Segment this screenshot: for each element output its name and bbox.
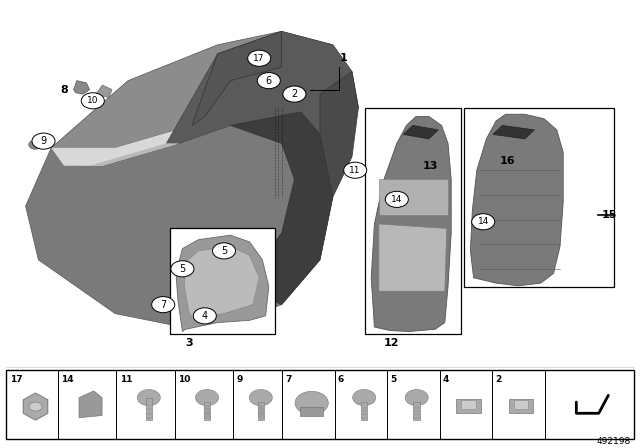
Text: 5: 5: [179, 264, 186, 274]
Text: 7: 7: [160, 300, 166, 310]
Text: 14: 14: [61, 375, 74, 384]
Circle shape: [138, 390, 161, 406]
Polygon shape: [64, 143, 179, 166]
Polygon shape: [320, 72, 358, 197]
Text: 14: 14: [391, 195, 403, 204]
Polygon shape: [79, 391, 102, 418]
Text: 1: 1: [339, 53, 347, 63]
Bar: [257, 402, 264, 420]
Text: 11: 11: [349, 166, 361, 175]
Text: 11: 11: [120, 375, 132, 384]
Text: 6: 6: [266, 76, 272, 86]
Polygon shape: [184, 246, 259, 318]
Circle shape: [248, 50, 271, 66]
Text: 17: 17: [253, 54, 265, 63]
Text: 17: 17: [10, 375, 22, 384]
Polygon shape: [74, 81, 90, 94]
Circle shape: [257, 73, 280, 89]
Circle shape: [344, 162, 367, 178]
Polygon shape: [403, 125, 438, 139]
Polygon shape: [192, 31, 282, 125]
Circle shape: [29, 402, 42, 411]
Text: 13: 13: [422, 161, 438, 171]
Circle shape: [171, 261, 194, 277]
Text: 15: 15: [602, 210, 617, 220]
Circle shape: [196, 390, 219, 406]
Circle shape: [405, 390, 428, 406]
Circle shape: [283, 86, 306, 102]
Circle shape: [212, 243, 236, 259]
Text: 16: 16: [499, 156, 515, 166]
Polygon shape: [166, 31, 358, 179]
Text: 4: 4: [443, 375, 449, 384]
Text: 3: 3: [186, 338, 193, 348]
Circle shape: [385, 191, 408, 207]
Polygon shape: [470, 114, 563, 286]
Text: 10: 10: [87, 96, 99, 105]
Circle shape: [32, 133, 55, 149]
Bar: [204, 402, 210, 420]
Bar: [170, 228, 275, 334]
Polygon shape: [379, 179, 448, 215]
Circle shape: [29, 140, 42, 149]
Text: 2: 2: [291, 89, 298, 99]
Text: 14: 14: [477, 217, 489, 226]
Circle shape: [193, 308, 216, 324]
Circle shape: [81, 93, 104, 109]
Text: 7: 7: [285, 375, 292, 384]
Text: 8: 8: [61, 85, 68, 95]
Polygon shape: [51, 31, 352, 166]
Text: 9: 9: [40, 136, 47, 146]
Circle shape: [353, 390, 376, 406]
Text: 4: 4: [202, 311, 208, 321]
Text: 12: 12: [384, 338, 399, 348]
Polygon shape: [176, 235, 269, 332]
Bar: [413, 402, 420, 420]
Bar: [146, 399, 152, 420]
Polygon shape: [23, 393, 48, 420]
Bar: [361, 402, 367, 420]
Text: 5: 5: [390, 375, 397, 384]
Text: 2: 2: [495, 375, 502, 384]
Bar: [6, 370, 634, 439]
Bar: [365, 108, 461, 334]
Bar: [300, 408, 323, 416]
Text: 5: 5: [221, 246, 227, 256]
Polygon shape: [51, 94, 320, 166]
Polygon shape: [96, 85, 112, 98]
Polygon shape: [230, 112, 333, 305]
Bar: [456, 399, 481, 413]
Text: 492198: 492198: [596, 437, 630, 446]
Circle shape: [249, 390, 272, 406]
Polygon shape: [379, 224, 447, 291]
Bar: [464, 108, 614, 287]
Circle shape: [295, 392, 328, 415]
Polygon shape: [371, 116, 451, 332]
Text: 6: 6: [338, 375, 344, 384]
Circle shape: [472, 214, 495, 230]
Text: 9: 9: [236, 375, 243, 384]
Text: 10: 10: [178, 375, 190, 384]
Bar: [461, 401, 476, 409]
Bar: [514, 401, 528, 409]
Bar: [509, 399, 533, 413]
Polygon shape: [26, 112, 333, 332]
Polygon shape: [493, 125, 534, 139]
Circle shape: [152, 297, 175, 313]
